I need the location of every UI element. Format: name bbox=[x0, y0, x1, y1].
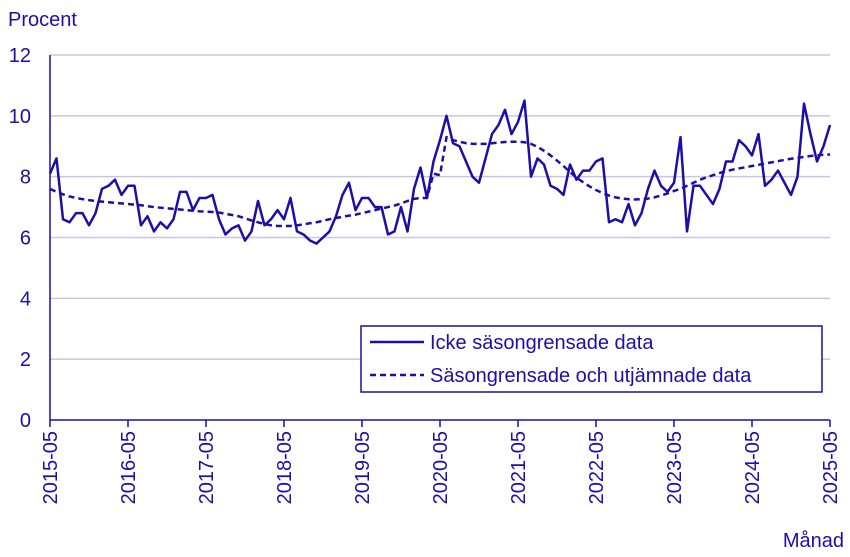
x-tick-label: 2022-05 bbox=[586, 431, 608, 504]
x-tick-label: 2015-05 bbox=[40, 431, 62, 504]
legend: Icke säsongrensade data Säsongrensade oc… bbox=[360, 325, 823, 393]
legend-entry-unadjusted: Icke säsongrensade data bbox=[430, 332, 654, 354]
y-tick-label: 4 bbox=[20, 288, 31, 310]
y-tick-label: 8 bbox=[20, 167, 31, 189]
y-tick-label: 6 bbox=[20, 228, 31, 250]
y-tick-label: 12 bbox=[9, 45, 31, 67]
x-tick-label: 2016-05 bbox=[118, 431, 140, 504]
x-tick-label: 2021-05 bbox=[508, 431, 530, 504]
series-line-seasonally-adjusted bbox=[49, 135, 831, 228]
x-axis-tick-labels: 2015-05 2016-05 2017-05 2018-05 2019-05 2020-… bbox=[40, 420, 842, 504]
legend-entry-adjusted: Säsongrensade och utjämnade data bbox=[430, 365, 752, 387]
y-tick-label: 2 bbox=[20, 349, 31, 371]
x-axis-label: Månad bbox=[783, 530, 844, 552]
y-tick-label: 0 bbox=[20, 410, 31, 432]
x-tick-label: 2025-05 bbox=[820, 431, 842, 504]
y-axis-tick-labels: 0 2 4 6 8 10 12 bbox=[9, 45, 31, 432]
series-lines bbox=[48, 99, 832, 245]
x-tick-label: 2024-05 bbox=[742, 431, 764, 504]
legend-box bbox=[360, 325, 823, 393]
series-line-unadjusted bbox=[48, 99, 832, 245]
y-axis-label: Procent bbox=[8, 9, 77, 31]
x-tick-label: 2018-05 bbox=[274, 431, 296, 504]
x-tick-label: 2019-05 bbox=[352, 431, 374, 504]
x-tick-label: 2020-05 bbox=[430, 431, 452, 504]
x-tick-label: 2023-05 bbox=[664, 431, 686, 504]
y-tick-label: 10 bbox=[9, 106, 31, 128]
gridlines bbox=[50, 54, 830, 360]
x-tick-label: 2017-05 bbox=[196, 431, 218, 504]
